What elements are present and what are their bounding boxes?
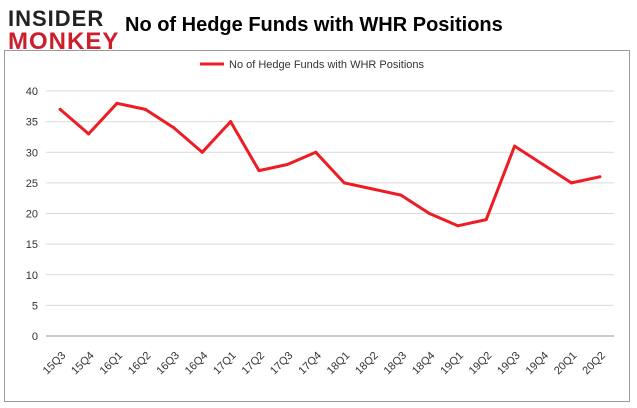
x-tick-label: 17Q4: [296, 350, 324, 378]
chart-frame: [4, 50, 630, 402]
y-tick-label: 40: [26, 86, 38, 98]
data-point: [115, 101, 119, 105]
y-tick-label: 0: [32, 331, 38, 343]
data-point: [513, 144, 517, 148]
series-line-0: [58, 101, 602, 228]
x-tick-label: 19Q2: [467, 350, 495, 378]
x-tick-label: 18Q3: [382, 350, 410, 378]
legend-label: No of Hedge Funds with WHR Positions: [229, 59, 425, 71]
x-tick-label: 20Q1: [552, 350, 580, 378]
x-tick-label: 19Q3: [495, 350, 523, 378]
y-tick-label: 30: [26, 147, 38, 159]
x-tick-label: 18Q1: [325, 350, 353, 378]
x-tick-label: 18Q4: [410, 350, 438, 378]
x-tick-label: 16Q1: [98, 350, 126, 378]
x-tick-label: 17Q3: [268, 350, 296, 378]
chart-title: No of Hedge Funds with WHR Positions: [125, 14, 503, 36]
series-lines: [58, 101, 602, 228]
data-point: [484, 218, 488, 222]
logo-text-insider: INSIDER: [8, 6, 105, 31]
x-tick-label: 16Q4: [183, 350, 211, 378]
data-point: [569, 181, 573, 185]
x-tick-label: 17Q1: [211, 350, 239, 378]
x-tick-label: 19Q1: [438, 350, 466, 378]
data-point: [172, 126, 176, 130]
x-tick-label: 16Q2: [126, 350, 154, 378]
x-tick-label: 19Q4: [524, 350, 552, 378]
data-point: [143, 107, 147, 111]
data-point: [399, 193, 403, 197]
data-point: [58, 107, 62, 111]
gridlines: [46, 90, 614, 337]
y-tick-label: 25: [26, 178, 38, 190]
data-point: [456, 224, 460, 228]
x-tick-label: 15Q4: [69, 350, 97, 378]
data-point: [87, 132, 91, 136]
y-tick-label: 15: [26, 239, 38, 251]
data-point: [285, 163, 289, 166]
data-point: [371, 187, 375, 191]
y-tick-label: 35: [26, 117, 38, 129]
data-point: [200, 150, 204, 154]
data-point: [257, 169, 261, 173]
y-tick-label: 5: [32, 300, 38, 312]
data-point: [598, 175, 602, 179]
data-point: [427, 212, 431, 215]
x-tick-label: 15Q3: [41, 350, 69, 378]
x-tick-label: 16Q3: [154, 350, 182, 378]
insider-monkey-logo: INSIDER MONKEY: [8, 6, 120, 55]
y-axis-ticks: 0 5 10 15 20 25 30 35 40: [26, 86, 38, 343]
legend: No of Hedge Funds with WHR Positions: [200, 59, 425, 71]
x-tick-label: 17Q2: [240, 350, 268, 378]
data-point: [342, 181, 346, 185]
y-tick-label: 20: [26, 209, 38, 221]
data-point: [229, 120, 233, 124]
y-tick-label: 10: [26, 270, 38, 282]
x-axis-ticks: 15Q3 15Q4 16Q1 16Q2 16Q3 16Q4 17Q1 17Q2 17Q3 17Q4…: [41, 350, 608, 378]
data-point: [314, 150, 318, 154]
data-point: [541, 163, 545, 166]
x-tick-label: 20Q2: [580, 350, 608, 378]
x-tick-label: 18Q2: [353, 350, 381, 378]
